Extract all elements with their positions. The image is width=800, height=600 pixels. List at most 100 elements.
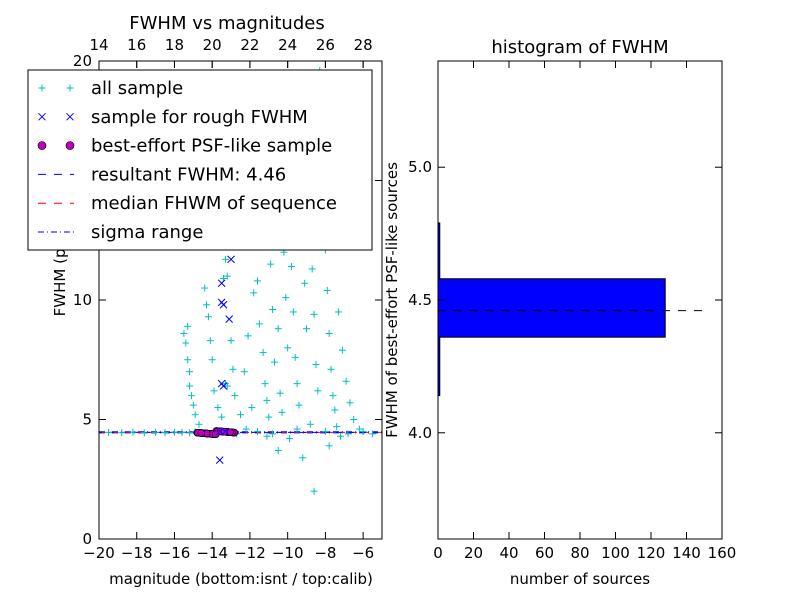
- rough-sample-point: [217, 279, 226, 288]
- legend-box: [27, 69, 373, 251]
- all-sample-point: [276, 389, 284, 397]
- histogram-x-tick-label: 100: [601, 544, 630, 562]
- histogram-axes: 0 20 40 60 80 100 120 140 160 4.0 4.5 5.0: [408, 61, 736, 562]
- all-sample-point: [336, 432, 344, 440]
- all-sample-point: [184, 322, 192, 330]
- all-sample-point: [301, 279, 309, 287]
- scatter-y-axis-label: FWHM (pix): [51, 230, 69, 317]
- histogram-x-tick-label: 0: [433, 544, 443, 562]
- legend-entry: best-effort PSF-like sample: [37, 136, 332, 157]
- scatter-y-tick-label: 10: [73, 291, 92, 309]
- legend: all sample sample for rough FWHM best-effo…: [27, 69, 373, 251]
- scatter-x-axis-label: magnitude (bottom:isnt / top:calib): [109, 570, 373, 588]
- all-sample-point: [186, 429, 194, 437]
- all-sample-point: [299, 454, 307, 462]
- all-sample-point: [282, 294, 290, 302]
- legend-entry: sample for rough FWHM: [38, 107, 308, 128]
- histogram-x-tick-label: 80: [570, 544, 589, 562]
- legend-label: best-effort PSF-like sample: [91, 136, 332, 157]
- all-sample-point: [293, 425, 301, 433]
- rough-sample-point-b: [219, 300, 228, 309]
- histogram-y-axis-label: FWHM of best-effort PSF-like sources: [383, 162, 401, 438]
- scatter-top-tick-label: 28: [354, 36, 373, 54]
- all-sample-point: [191, 411, 199, 419]
- legend-x-marker-b: [38, 112, 46, 121]
- all-sample-point: [287, 263, 295, 271]
- scatter-axes: −20 −18 −16 −14 −12 −10 −8 −6 14 16 18 20 22 24 26 28 0 5…: [73, 36, 382, 562]
- all-sample-point: [237, 411, 244, 419]
- all-sample-point: [286, 435, 294, 443]
- all-sample-point: [253, 427, 261, 435]
- scatter-chart: FWHM vs magnitudes −20 −18 −16 −14 −12 −10 −8−…: [27, 13, 383, 588]
- rough-sample-point-b: [217, 279, 226, 288]
- all-sample-point: [325, 442, 333, 450]
- all-sample-point: [265, 413, 273, 421]
- histogram-y-tick-label: 4.5: [408, 291, 432, 309]
- legend-label: sigma range: [91, 222, 203, 243]
- all-sample-point: [253, 277, 261, 285]
- all-sample-point: [329, 392, 337, 400]
- all-sample-point: [201, 284, 209, 292]
- scatter-y-tick-label: 0: [82, 530, 92, 548]
- all-sample-point: [223, 272, 231, 280]
- all-sample-point: [240, 368, 248, 376]
- all-sample-point: [170, 428, 178, 436]
- scatter-x-tick-label: −6: [352, 544, 374, 562]
- all-sample-point: [321, 427, 329, 435]
- all-sample-point: [152, 428, 160, 436]
- scatter-x-tick-label: −14: [196, 544, 228, 562]
- scatter-top-tick-label: 14: [89, 36, 108, 54]
- all-sample-point: [314, 387, 322, 395]
- scatter-top-tick-label: 16: [127, 36, 146, 54]
- scatter-x-tick-label: −10: [272, 544, 304, 562]
- legend-entry: all sample: [38, 78, 183, 99]
- all-sample-point: [359, 427, 367, 435]
- all-sample-point: [206, 337, 214, 345]
- rough-sample-point: [221, 427, 230, 436]
- scatter-x-tick-label: −18: [121, 544, 153, 562]
- scatter-x-tick-label: −20: [83, 544, 115, 562]
- all-sample-point: [250, 289, 258, 297]
- scatter-y-tick-label: 20: [73, 52, 92, 70]
- legend-label: median FHWM of sequence: [91, 193, 337, 214]
- all-sample-point: [344, 430, 352, 438]
- all-sample-point: [263, 432, 271, 440]
- all-sample-point: [242, 425, 250, 433]
- scatter-top-tick-label: 24: [278, 36, 297, 54]
- all-sample-point: [263, 396, 271, 404]
- legend-label: resultant FWHM: 4.46: [91, 164, 286, 185]
- all-sample-point: [184, 356, 192, 364]
- all-sample-point: [312, 361, 320, 369]
- all-sample-point: [227, 337, 235, 345]
- rough-sample-point-b: [215, 427, 224, 436]
- all-sample-point: [310, 487, 318, 495]
- all-sample-point: [189, 401, 197, 409]
- all-sample-point: [255, 320, 263, 328]
- all-sample-point: [274, 325, 282, 333]
- histogram-x-tick-label: 120: [637, 544, 666, 562]
- all-sample-point: [182, 339, 190, 347]
- all-sample-point: [269, 430, 277, 438]
- rough-sample-point: [215, 427, 224, 436]
- all-sample-point: [284, 344, 292, 352]
- all-sample-point: [248, 404, 256, 412]
- all-sample-point: [295, 401, 303, 409]
- all-sample-point: [333, 423, 341, 431]
- scatter-x-tick-label: −16: [159, 544, 191, 562]
- histogram-y-tick-label: 5.0: [408, 158, 432, 176]
- all-sample-point: [187, 392, 195, 400]
- rough-sample-point: [215, 456, 224, 464]
- all-sample-point: [267, 260, 275, 268]
- scatter-x-tick-label: −8: [314, 544, 336, 562]
- histogram-x-tick-label: 160: [708, 544, 737, 562]
- all-sample-point: [259, 349, 267, 357]
- rough-sample-point-b: [221, 427, 230, 436]
- rough-sample-point: [219, 300, 228, 309]
- all-sample-point: [214, 404, 222, 412]
- all-sample-point: [323, 286, 331, 294]
- all-sample-point: [278, 408, 286, 416]
- legend-label: all sample: [91, 78, 183, 99]
- all-sample-point: [218, 413, 226, 421]
- all-sample-point: [229, 365, 237, 373]
- psf-sample-point: [211, 430, 220, 438]
